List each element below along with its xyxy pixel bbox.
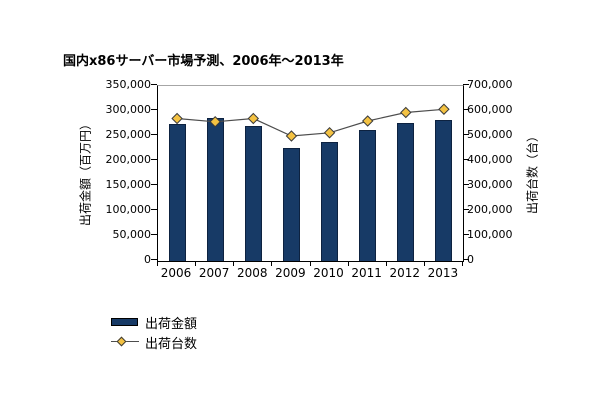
legend-label-units: 出荷台数 xyxy=(145,336,198,352)
line-marker-2013 xyxy=(438,103,450,115)
x-axis-label: 2006 xyxy=(160,266,192,280)
legend: 出荷金額 出荷台数 xyxy=(111,312,197,352)
left-axis-tick xyxy=(151,209,157,210)
line-marker-2009 xyxy=(285,130,298,142)
x-axis-tick xyxy=(157,261,158,266)
bar-2008 xyxy=(244,126,262,261)
right-axis-tick xyxy=(463,134,469,135)
right-axis-tick xyxy=(463,259,469,260)
left-axis-tick-label: 250,000 xyxy=(105,128,152,141)
x-axis-label: 2013 xyxy=(427,266,459,280)
left-axis-tick xyxy=(151,159,157,160)
line-marker-2008 xyxy=(247,112,260,125)
left-axis-tick xyxy=(151,184,157,185)
left-axis-tick xyxy=(151,134,157,135)
x-axis-tick xyxy=(310,261,311,266)
right-axis-tick-label: 0 xyxy=(467,253,474,266)
right-axis-tick xyxy=(463,109,469,110)
bar-2012 xyxy=(397,123,415,261)
x-axis-tick xyxy=(386,261,387,266)
bar-2006 xyxy=(168,124,186,261)
left-axis-tick-label: 50,000 xyxy=(112,228,152,241)
left-axis-tick xyxy=(151,259,157,260)
left-axis-tick xyxy=(151,234,157,235)
left-axis-tick-label: 150,000 xyxy=(105,178,152,191)
right-axis-tick-label: 200,000 xyxy=(467,203,513,216)
line-marker-2007 xyxy=(209,116,221,128)
x-axis-tick xyxy=(424,261,425,266)
bar-2013 xyxy=(435,120,453,261)
legend-item-units: 出荷台数 xyxy=(111,332,197,352)
x-axis-label: 2012 xyxy=(389,266,421,280)
units-line-layer xyxy=(171,103,450,142)
x-axis-tick xyxy=(462,261,463,266)
left-axis-tick-label: 100,000 xyxy=(105,203,152,216)
legend-item-value: 出荷金額 xyxy=(111,312,197,332)
x-axis-tick xyxy=(271,261,272,266)
line-diamond-icon xyxy=(111,336,139,348)
bar-2010 xyxy=(321,142,339,261)
units-line xyxy=(177,108,444,137)
left-axis-tick-label: 300,000 xyxy=(105,103,152,116)
right-axis-tick xyxy=(463,184,469,185)
legend-label-value: 出荷金額 xyxy=(145,316,198,332)
bar-2009 xyxy=(282,148,300,261)
chart-title: 国内x86サーバー市場予測、2006年～2013年 xyxy=(63,54,344,69)
line-marker-2006 xyxy=(171,112,183,125)
right-axis-tick-label: 300,000 xyxy=(467,178,513,191)
bar-2011 xyxy=(359,130,377,261)
x-axis-tick xyxy=(195,261,196,266)
plot-area xyxy=(157,85,464,262)
left-axis-title: 出荷金額（百万円） xyxy=(78,117,93,227)
left-axis-tick-label: 0 xyxy=(144,253,151,266)
x-axis-label: 2007 xyxy=(198,266,230,280)
left-axis-tick-label: 200,000 xyxy=(105,153,152,166)
line-marker-2011 xyxy=(361,115,374,127)
right-axis-tick-label: 500,000 xyxy=(467,128,513,141)
left-axis-tick xyxy=(151,84,157,85)
right-axis-tick-label: 600,000 xyxy=(467,103,513,116)
x-axis-tick xyxy=(233,261,234,266)
x-axis-label: 2009 xyxy=(275,266,306,280)
x-axis-tick xyxy=(348,261,349,266)
right-axis-tick xyxy=(463,234,469,235)
bar-swatch-icon xyxy=(111,318,138,326)
right-axis-tick-label: 400,000 xyxy=(467,153,513,166)
value-bars-layer xyxy=(158,86,463,261)
x-axis-label: 2010 xyxy=(313,266,344,280)
right-axis-title: 出荷台数（台） xyxy=(525,129,540,215)
right-axis-tick xyxy=(463,209,469,210)
x-axis-label: 2008 xyxy=(237,266,268,280)
right-axis-tick xyxy=(463,84,469,85)
right-axis-tick xyxy=(463,159,469,160)
right-axis-tick-label: 700,000 xyxy=(467,78,513,91)
line-marker-2012 xyxy=(400,106,412,119)
x-axis-label: 2011 xyxy=(351,266,382,280)
left-axis-tick-label: 350,000 xyxy=(105,78,152,91)
right-axis-tick-label: 100,000 xyxy=(467,228,513,241)
line-marker-2010 xyxy=(323,127,336,139)
left-axis-tick xyxy=(151,109,157,110)
